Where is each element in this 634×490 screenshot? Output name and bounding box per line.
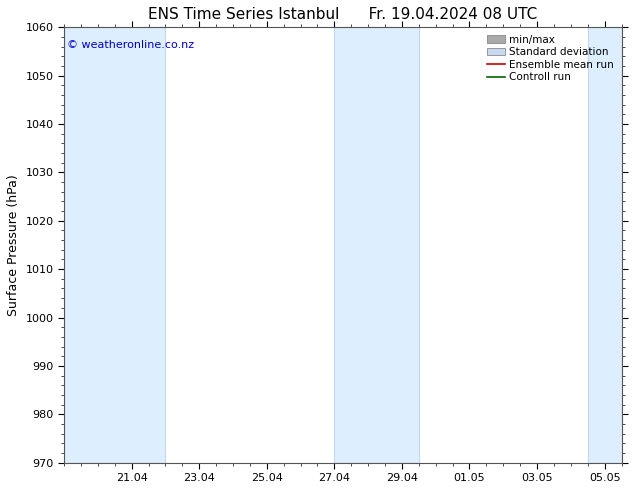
Text: © weatheronline.co.nz: © weatheronline.co.nz <box>67 40 194 50</box>
Y-axis label: Surface Pressure (hPa): Surface Pressure (hPa) <box>7 174 20 316</box>
Bar <box>334 27 419 463</box>
Bar <box>64 27 165 463</box>
Legend: min/max, Standard deviation, Ensemble mean run, Controll run: min/max, Standard deviation, Ensemble me… <box>484 32 616 84</box>
Title: ENS Time Series Istanbul      Fr. 19.04.2024 08 UTC: ENS Time Series Istanbul Fr. 19.04.2024 … <box>148 7 538 22</box>
Bar <box>588 27 621 463</box>
